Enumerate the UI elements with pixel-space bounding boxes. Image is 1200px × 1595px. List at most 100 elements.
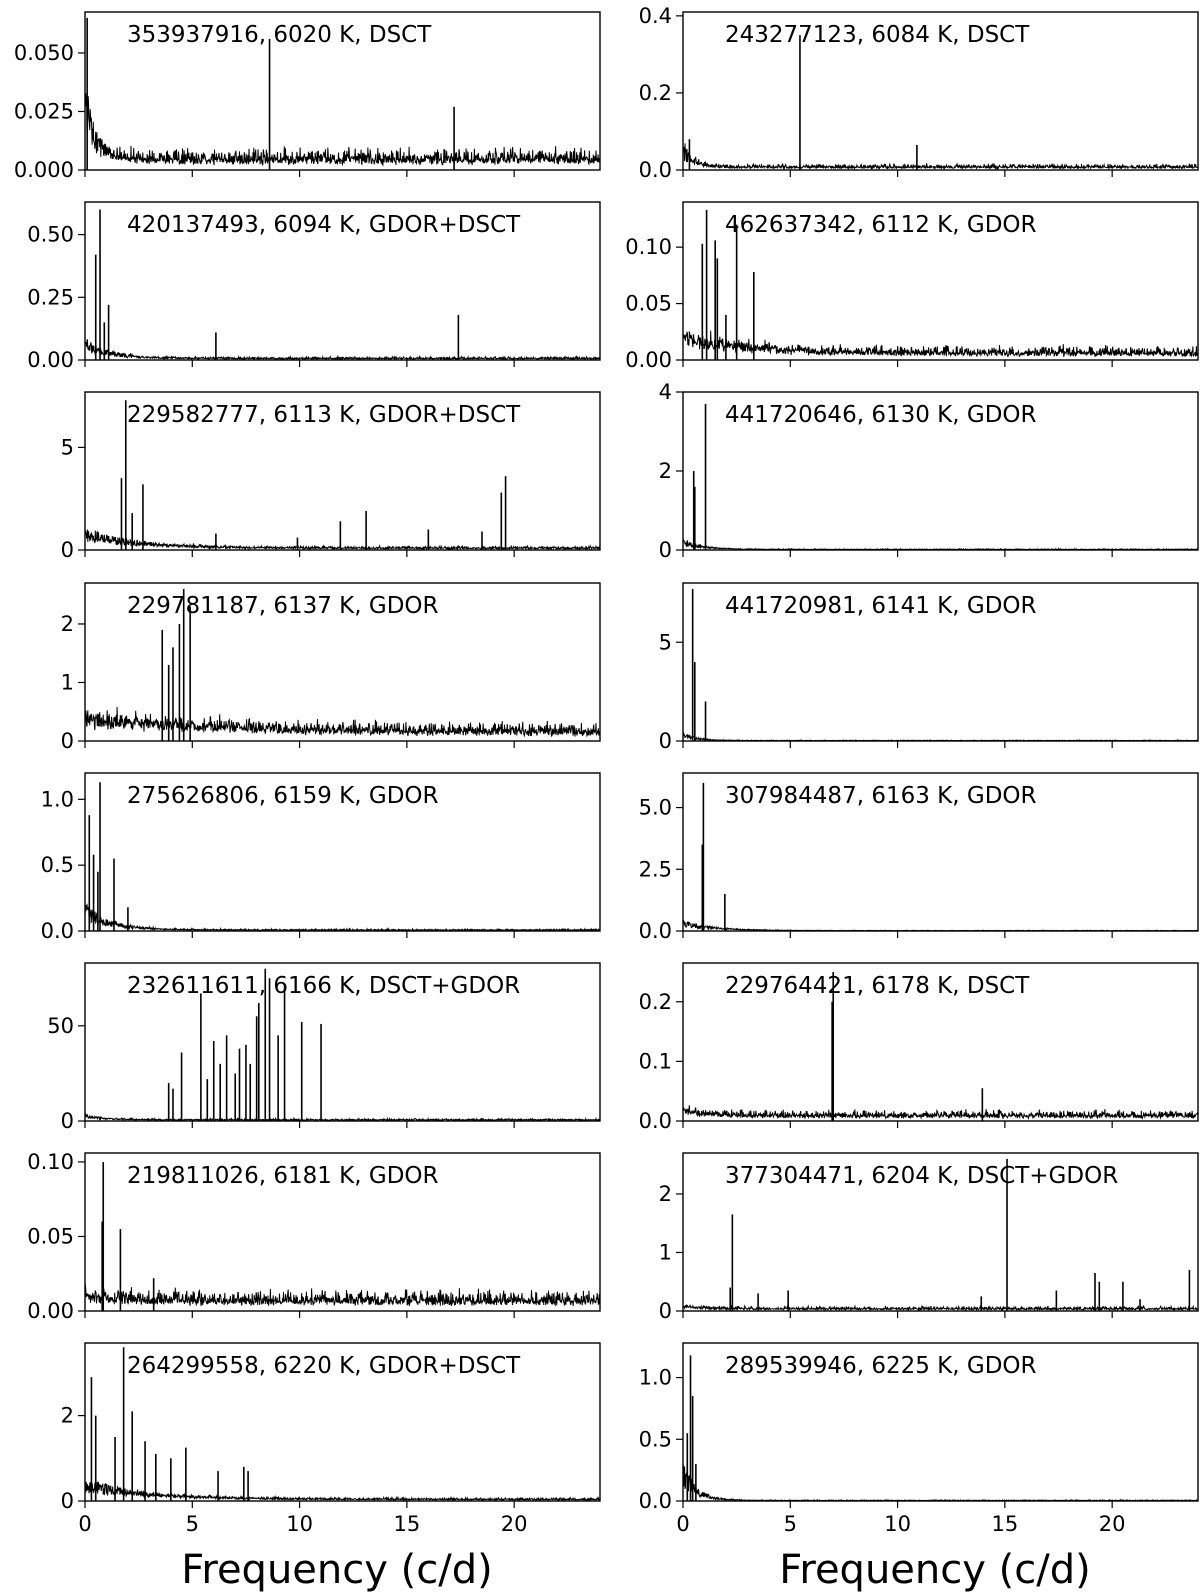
panel-9-ytick-label-3: 1.0 [41,787,74,811]
panel-2-spectrum [683,143,1198,170]
panel-4-frame [682,201,1199,361]
panel-16-xtick-label-2: 5 [784,1512,797,1536]
panel-8: 0 5 441720981, 6141 K, GDOR [659,582,1199,753]
panel-15-xtick-label-1: 0 [78,1512,91,1536]
panel-10-spectrum [683,919,1198,931]
panel-5-ytick-label-2: 5 [61,435,74,459]
panel-11-ytick-label-2: 50 [47,1014,74,1038]
panel-12-frame [682,962,1199,1122]
panel-6-title: 441720646, 6130 K, GDOR [725,402,1037,428]
panel-13-ytick-label-2: 0.05 [27,1224,74,1248]
panel-8-title: 441720981, 6141 K, GDOR [725,593,1037,619]
panel-8-ytick-label-1: 0 [659,729,672,753]
panel-2-ytick-label-2: 0.2 [639,81,672,105]
panel-10-ytick-label-3: 5.0 [639,796,672,820]
panel-4-ytick-label-3: 0.10 [625,235,672,259]
panel-15-frame [84,1342,601,1502]
panel-9-frame [84,772,601,932]
panel-4-ytick-label-1: 0.00 [625,348,672,372]
panel-16-xtick-label-5: 20 [1099,1512,1126,1536]
panel-11-frame [84,962,601,1122]
panel-3-frame [84,201,601,361]
panel-15-ytick-label-2: 2 [61,1404,74,1428]
panel-5: 0 5 229582777, 6113 K, GDOR+DSCT [61,391,601,562]
panel-3-ytick-label-2: 0.25 [27,285,74,309]
panel-2-title: 243277123, 6084 K, DSCT [725,22,1030,48]
panel-14-title: 377304471, 6204 K, DSCT+GDOR [725,1163,1118,1189]
panel-14-spectrum [683,1303,1198,1311]
panel-14-ytick-label-3: 2 [659,1182,672,1206]
panel-5-spectrum [85,529,600,550]
panel-1-ytick-label-1: 0.000 [14,158,74,182]
panel-10: 0.0 2.5 5.0 307984487, 6163 K, GDOR [639,772,1199,943]
panel-15-spectrum [85,1480,600,1501]
panel-12-spectrum [683,1105,1198,1121]
panel-12-ytick-label-3: 0.2 [639,990,672,1014]
panel-2-frame [682,11,1199,171]
panel-1-title: 353937916, 6020 K, DSCT [127,22,432,48]
panel-9: 0.0 0.5 1.0 275626806, 6159 K, GDOR [41,772,601,943]
panel-4-title: 462637342, 6112 K, GDOR [725,212,1037,238]
panel-13: 0.00 0.05 0.10 219811026, 6181 K, GDOR [27,1150,601,1323]
panel-16-ytick-label-1: 0.0 [639,1489,672,1513]
panel-11: 0 50 232611611, 6166 K, DSCT+GDOR [47,962,601,1133]
panel-13-title: 219811026, 6181 K, GDOR [127,1163,439,1189]
panel-12-title: 229764421, 6178 K, DSCT [725,973,1030,999]
panel-7: 0 1 2 229781187, 6137 K, GDOR [61,582,601,753]
x-axis-label-right: Frequency (c/d) [779,1547,1090,1593]
panel-14-frame [682,1152,1199,1312]
panel-9-ytick-label-2: 0.5 [41,853,74,877]
panel-4-ytick-label-2: 0.05 [625,292,672,316]
panel-16-ytick-label-3: 1.0 [639,1366,672,1390]
panel-6: 0 2 4 441720646, 6130 K, GDOR [659,380,1199,562]
panel-16: 0.0 0.5 1.0 0 5 10 15 20 289539946, 6225 K, GDOR [639,1342,1199,1536]
panel-9-spectrum [85,903,600,931]
panel-13-frame [84,1152,601,1312]
panel-8-ytick-label-2: 5 [659,630,672,654]
panel-3-ytick-label-1: 0.00 [27,348,74,372]
panel-11-title: 232611611, 6166 K, DSCT+GDOR [127,973,520,999]
panel-15-title: 264299558, 6220 K, GDOR+DSCT [127,1353,521,1379]
panel-11-ytick-label-1: 0 [61,1109,74,1133]
panel-16-xtick-label-1: 0 [676,1512,689,1536]
panel-10-ytick-label-1: 0.0 [639,919,672,943]
panel-2: 0.0 0.2 0.4 243277123, 6084 K, DSCT [639,4,1199,182]
panel-3: 0.00 0.25 0.50 420137493, 6094 K, GDOR+DSCT [27,201,601,372]
panel-1-spectrum [85,93,600,167]
panel-10-title: 307984487, 6163 K, GDOR [725,783,1037,809]
panel-7-frame [84,582,601,742]
panel-8-spectrum [683,732,1198,741]
panel-12: 0.0 0.1 0.2 229764421, 6178 K, DSCT [639,962,1199,1133]
panel-16-xtick-label-3: 10 [884,1512,911,1536]
panel-15-xtick-label-2: 5 [186,1512,199,1536]
x-axis-label-left: Frequency (c/d) [181,1547,492,1593]
panel-9-title: 275626806, 6159 K, GDOR [127,783,439,809]
panel-11-spectrum [85,1112,600,1121]
panel-12-ytick-label-2: 0.1 [639,1049,672,1073]
panel-5-title: 229582777, 6113 K, GDOR+DSCT [127,402,521,428]
panel-1-frame [84,11,601,171]
panel-6-ytick-label-1: 0 [659,538,672,562]
panel-3-title: 420137493, 6094 K, GDOR+DSCT [127,212,521,238]
panel-6-ytick-label-2: 2 [659,459,672,483]
panel-14-ytick-label-1: 0 [659,1299,672,1323]
panel-7-title: 229781187, 6137 K, GDOR [127,593,439,619]
panel-16-xtick-label-4: 15 [992,1512,1019,1536]
panel-2-ytick-label-3: 0.4 [639,4,672,28]
panel-5-frame [84,391,601,551]
panel-8-frame [682,582,1199,742]
panel-14-ytick-label-2: 1 [659,1240,672,1264]
panel-7-ytick-label-1: 0 [61,729,74,753]
panel-10-ytick-label-2: 2.5 [639,857,672,881]
panel-13-ytick-label-3: 0.10 [27,1150,74,1174]
panel-9-ytick-label-1: 0.0 [41,919,74,943]
panel-16-title: 289539946, 6225 K, GDOR [725,1353,1037,1379]
panel-2-ytick-label-1: 0.0 [639,158,672,182]
panel-16-spectrum [683,1464,1198,1501]
panel-1-ytick-label-2: 0.025 [14,99,74,123]
panel-15-ytick-label-1: 0 [61,1489,74,1513]
panel-12-ytick-label-1: 0.0 [639,1109,672,1133]
